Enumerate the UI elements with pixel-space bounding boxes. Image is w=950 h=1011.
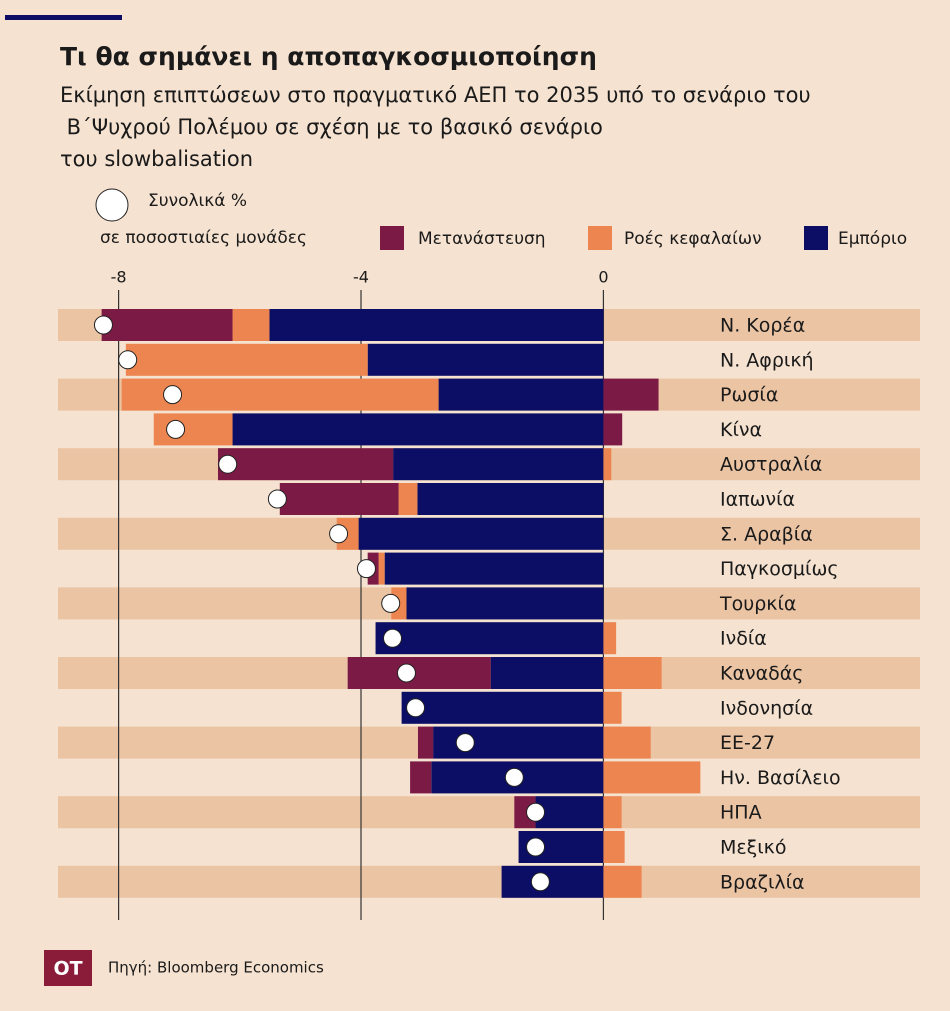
total-dot <box>356 559 376 579</box>
category-label: Ινδονησία <box>720 697 813 719</box>
total-dot <box>267 489 287 509</box>
bar-segment <box>232 309 270 341</box>
bar-segment <box>417 483 604 515</box>
bar-segment <box>603 657 662 689</box>
total-dot <box>396 663 416 683</box>
bar-segment <box>514 796 536 829</box>
subtitle: Β΄Ψυχρού Πολέμου σε σχέση με το βασικό σ… <box>60 115 603 139</box>
bar-segment <box>367 343 604 376</box>
category-label: Ν. Κορέα <box>720 315 805 337</box>
bar-segment <box>410 761 432 794</box>
bar-segment <box>217 448 394 481</box>
legend-label: Ροές κεφαλαίων <box>624 229 762 249</box>
total-dot <box>526 802 546 822</box>
source: Πηγή: Bloomberg Economics <box>108 959 324 977</box>
total-dot <box>329 524 349 544</box>
total-dot <box>504 767 524 787</box>
total-dot <box>455 733 475 753</box>
bar-segment <box>101 309 233 341</box>
bar-segment <box>393 448 604 481</box>
total-dot <box>530 872 550 892</box>
total-dot <box>218 454 238 474</box>
x-tick-label: -4 <box>353 268 369 287</box>
legend-label: Μετανάστευση <box>418 229 546 249</box>
bar-segment <box>603 726 651 759</box>
bar-segment <box>603 448 612 481</box>
bar-segment <box>501 865 604 898</box>
bar-segment <box>269 309 604 341</box>
category-label: Τουρκία <box>719 593 796 615</box>
bar-segment <box>347 657 491 689</box>
bar-segment <box>375 622 604 655</box>
legend-marker <box>95 188 129 222</box>
logo-box <box>44 950 92 986</box>
bar-segment <box>603 413 623 446</box>
accent-bar <box>5 15 122 20</box>
bar-segment <box>603 378 659 411</box>
legend-swatch <box>380 226 404 250</box>
bar-segment <box>490 657 604 689</box>
total-dot <box>118 350 138 370</box>
unit-label: σε ποσοστιαίες μονάδες <box>100 228 307 248</box>
bar-segment <box>603 865 642 898</box>
bar-segment <box>603 796 622 829</box>
category-label: Ν. Αφρική <box>720 349 814 371</box>
category-label: ΕΕ-27 <box>720 732 775 754</box>
bar-segment <box>384 552 604 585</box>
x-tick-label: 0 <box>598 268 608 287</box>
bar-segment <box>398 483 418 515</box>
logo: ΟΤ <box>53 958 82 980</box>
category-label: Αυστραλία <box>720 454 822 476</box>
plot: -8 -4 0 Συνολικά % Μετανάστευση Ροές κεφαλαίω… <box>58 188 920 920</box>
category-label: ΗΠΑ <box>720 802 762 824</box>
row-stripe <box>58 865 920 898</box>
total-dot <box>381 593 401 613</box>
bar-segment <box>603 622 617 655</box>
category-label: Ην. Βασίλειο <box>720 767 841 789</box>
bar-segment <box>232 413 604 446</box>
bar-segment <box>406 587 604 620</box>
bar-segment <box>378 552 385 585</box>
subtitle: του slowbalisation <box>60 147 253 171</box>
legend-label: Εμπόριο <box>838 229 907 249</box>
row-stripe <box>58 796 920 829</box>
category-label: Ιαπωνία <box>720 489 795 511</box>
x-tick-label: -8 <box>111 268 127 287</box>
category-label: Παγκοσμίως <box>720 558 839 580</box>
subtitle: Εκίμηση επιπτώσεων στο πραγματικό ΑΕΠ το… <box>60 83 811 107</box>
bar-segment <box>125 343 368 376</box>
legend-swatch <box>588 226 612 250</box>
total-dot <box>383 628 403 648</box>
bar-segment <box>417 726 434 759</box>
bar-segment <box>401 691 604 724</box>
bar-segment <box>603 761 701 794</box>
category-label: Κίνα <box>720 419 762 441</box>
category-label: Βραζιλία <box>720 871 805 893</box>
legend-swatch <box>804 226 828 250</box>
bar-segment <box>603 691 622 724</box>
total-dot <box>526 837 546 857</box>
total-dot <box>163 385 183 405</box>
total-dot <box>166 419 186 439</box>
category-label: Μεξικό <box>720 837 787 859</box>
bar-segment <box>279 483 399 515</box>
total-dot <box>406 698 426 718</box>
bar-segment <box>153 413 233 446</box>
category-label: Ινδία <box>720 628 767 650</box>
category-label: Ρωσία <box>720 384 778 406</box>
chart-title: Τι θα σημάνει η αποπαγκοσμιοποίηση <box>60 42 597 71</box>
bar-segment <box>358 517 604 550</box>
bar-segment <box>535 796 604 829</box>
category-label: Σ. Αραβία <box>720 523 813 545</box>
bar-segment <box>603 831 625 863</box>
total-dot <box>93 315 113 335</box>
legend-label: Συνολικά % <box>148 191 247 211</box>
category-label: Καναδάς <box>720 663 803 685</box>
bar-segment <box>438 378 604 411</box>
